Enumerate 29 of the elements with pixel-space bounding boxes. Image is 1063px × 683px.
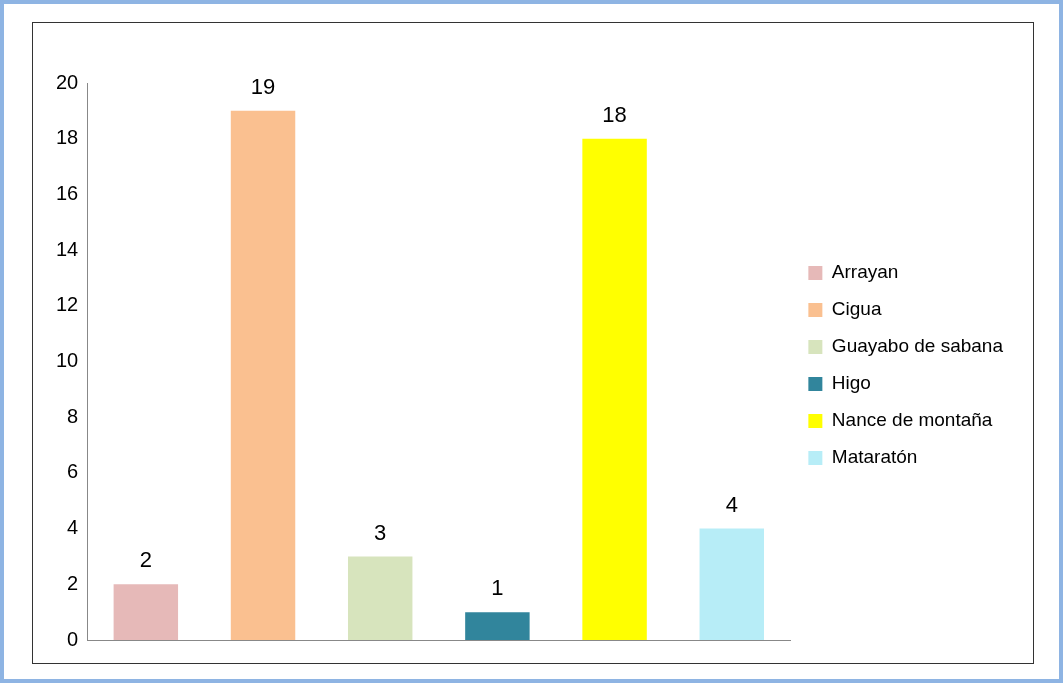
bar bbox=[113, 584, 179, 640]
y-tick-label: 6 bbox=[67, 460, 79, 483]
y-tick-label: 12 bbox=[56, 293, 79, 316]
bar bbox=[347, 556, 413, 640]
y-tick-label: 18 bbox=[56, 126, 79, 149]
data-label: 3 bbox=[374, 519, 387, 545]
y-tick-label: 8 bbox=[67, 404, 79, 427]
data-label: 1 bbox=[491, 575, 504, 601]
data-label: 2 bbox=[139, 547, 152, 573]
bar bbox=[582, 138, 647, 640]
legend-label: Guayabo de sabana bbox=[831, 335, 1004, 357]
legend-label: Nance de montaña bbox=[831, 409, 993, 431]
y-tick-label: 10 bbox=[56, 349, 79, 372]
bar bbox=[230, 110, 296, 640]
y-tick-label: 2 bbox=[67, 571, 79, 594]
y-tick-label: 0 bbox=[67, 627, 79, 650]
y-tick-label: 16 bbox=[56, 181, 79, 204]
legend-label: Arrayan bbox=[831, 261, 899, 283]
legend-label: Higo bbox=[831, 372, 871, 394]
legend-label: Mataratón bbox=[831, 446, 918, 468]
data-label: 18 bbox=[602, 101, 627, 127]
bar bbox=[465, 612, 530, 640]
bar bbox=[699, 528, 764, 640]
data-label: 19 bbox=[250, 73, 276, 99]
y-tick-label: 20 bbox=[56, 70, 79, 93]
y-tick-label: 4 bbox=[67, 516, 79, 539]
legend-label: Cigua bbox=[831, 298, 882, 320]
y-tick-label: 14 bbox=[56, 237, 79, 260]
data-label: 4 bbox=[725, 491, 738, 517]
